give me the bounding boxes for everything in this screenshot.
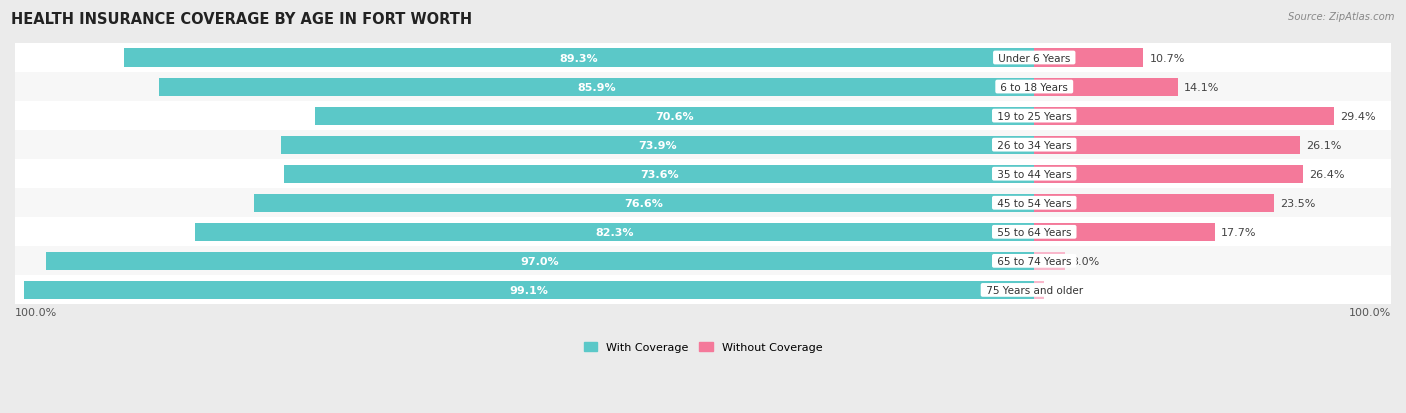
Text: 6 to 18 Years: 6 to 18 Years bbox=[997, 82, 1071, 93]
Bar bbox=[284, 165, 1035, 183]
Legend: With Coverage, Without Coverage: With Coverage, Without Coverage bbox=[579, 337, 827, 356]
Text: 55 to 64 Years: 55 to 64 Years bbox=[994, 227, 1074, 237]
Text: 19 to 25 Years: 19 to 25 Years bbox=[994, 112, 1074, 121]
Bar bbox=[24, 281, 1035, 299]
Bar bbox=[1035, 194, 1274, 212]
Text: 0.94%: 0.94% bbox=[1050, 285, 1085, 295]
Bar bbox=[1035, 50, 1143, 67]
Text: 65 to 74 Years: 65 to 74 Years bbox=[994, 256, 1074, 266]
Text: 35 to 44 Years: 35 to 44 Years bbox=[994, 169, 1074, 179]
Bar bbox=[1035, 107, 1334, 125]
Text: 99.1%: 99.1% bbox=[510, 285, 548, 295]
Bar bbox=[15, 160, 1391, 189]
Bar bbox=[195, 223, 1035, 241]
Text: 26 to 34 Years: 26 to 34 Years bbox=[994, 140, 1074, 150]
Bar bbox=[1035, 252, 1064, 270]
Text: 3.0%: 3.0% bbox=[1071, 256, 1099, 266]
Text: 73.6%: 73.6% bbox=[640, 169, 679, 179]
Text: Under 6 Years: Under 6 Years bbox=[995, 53, 1074, 63]
Text: 97.0%: 97.0% bbox=[520, 256, 560, 266]
Text: Source: ZipAtlas.com: Source: ZipAtlas.com bbox=[1288, 12, 1395, 22]
Bar bbox=[253, 194, 1035, 212]
Text: 29.4%: 29.4% bbox=[1340, 112, 1375, 121]
Bar bbox=[15, 102, 1391, 131]
Bar bbox=[1035, 165, 1303, 183]
Text: 26.1%: 26.1% bbox=[1306, 140, 1341, 150]
Bar bbox=[15, 131, 1391, 160]
Text: 100.0%: 100.0% bbox=[1348, 307, 1391, 317]
Text: 17.7%: 17.7% bbox=[1220, 227, 1257, 237]
Bar bbox=[15, 189, 1391, 218]
Text: 14.1%: 14.1% bbox=[1184, 82, 1219, 93]
Bar bbox=[1035, 136, 1301, 154]
Text: 10.7%: 10.7% bbox=[1150, 53, 1185, 63]
Text: 75 Years and older: 75 Years and older bbox=[983, 285, 1085, 295]
Bar bbox=[15, 73, 1391, 102]
Bar bbox=[315, 107, 1035, 125]
Text: 73.9%: 73.9% bbox=[638, 140, 676, 150]
Bar bbox=[124, 50, 1035, 67]
Bar bbox=[1035, 223, 1215, 241]
Bar bbox=[1035, 78, 1178, 96]
Bar bbox=[15, 218, 1391, 247]
Text: 45 to 54 Years: 45 to 54 Years bbox=[994, 198, 1074, 208]
Text: 23.5%: 23.5% bbox=[1279, 198, 1315, 208]
Text: 70.6%: 70.6% bbox=[655, 112, 693, 121]
Bar bbox=[15, 44, 1391, 73]
Text: HEALTH INSURANCE COVERAGE BY AGE IN FORT WORTH: HEALTH INSURANCE COVERAGE BY AGE IN FORT… bbox=[11, 12, 472, 27]
Bar bbox=[281, 136, 1035, 154]
Bar bbox=[1035, 281, 1043, 299]
Text: 76.6%: 76.6% bbox=[624, 198, 664, 208]
Bar bbox=[15, 247, 1391, 276]
Bar bbox=[45, 252, 1035, 270]
Text: 26.4%: 26.4% bbox=[1309, 169, 1346, 179]
Text: 82.3%: 82.3% bbox=[596, 227, 634, 237]
Bar bbox=[159, 78, 1035, 96]
Text: 85.9%: 85.9% bbox=[578, 82, 616, 93]
Text: 89.3%: 89.3% bbox=[560, 53, 599, 63]
Text: 100.0%: 100.0% bbox=[15, 307, 58, 317]
Bar bbox=[15, 276, 1391, 305]
